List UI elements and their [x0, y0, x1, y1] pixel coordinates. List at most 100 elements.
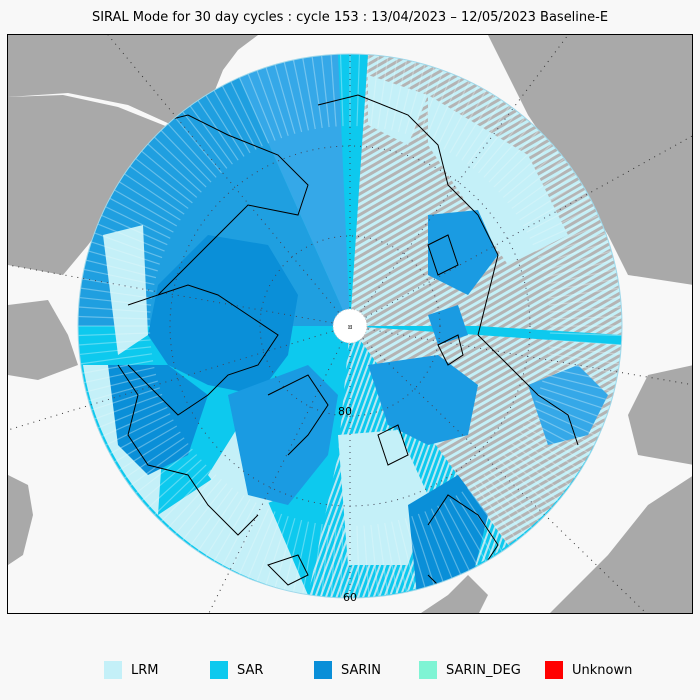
orbit-track: [82, 278, 154, 292]
coverage-boundary: [77, 53, 623, 599]
legend: LRM SAR SARIN SARIN_DEG Unknown: [0, 659, 700, 681]
orbit-track: [455, 495, 495, 557]
orbit-track: [543, 373, 615, 393]
orbit-track: [488, 129, 540, 183]
orbit-track: [540, 387, 609, 411]
orbit-track: [109, 197, 174, 233]
orbit-track: [167, 474, 217, 529]
orbit-track: [430, 508, 462, 575]
orbit-track: [390, 59, 408, 131]
orbit-track: [114, 189, 178, 227]
orbit-track: [330, 54, 337, 127]
orbit-track: [467, 487, 511, 547]
orbit-track: [114, 425, 178, 463]
legend-item-unknown: Unknown: [545, 659, 632, 681]
orbit-track: [97, 223, 165, 252]
orbit-track: [79, 346, 152, 356]
orbit-track: [101, 406, 168, 438]
orbit-track: [88, 250, 158, 272]
orbit-track: [547, 287, 620, 299]
orbit-track: [311, 56, 323, 129]
orbit-track: [109, 419, 174, 455]
orbit-track: [247, 511, 276, 579]
orbit-track: [135, 158, 193, 204]
legend-swatch-sarin: [314, 661, 332, 679]
orbit-track: [515, 173, 576, 215]
legend-label-sarin-deg: SARIN_DEG: [446, 662, 521, 678]
orbit-track: [526, 197, 591, 233]
orbit-track: [119, 431, 181, 471]
orbit-track: [78, 339, 151, 346]
orbit-track: [455, 95, 495, 157]
orbit-track: [483, 474, 533, 529]
orbit-track: [548, 346, 621, 356]
orbit-track: [390, 521, 408, 593]
orbit-track: [384, 522, 398, 594]
orbit-track: [213, 90, 251, 154]
legend-item-lrm: LRM: [104, 659, 159, 681]
legend-swatch-lrm: [104, 661, 122, 679]
orbit-track: [311, 523, 323, 596]
orbit-track: [339, 54, 344, 127]
orbit-track: [91, 387, 160, 411]
orbit-track: [174, 478, 222, 535]
orbit-track: [502, 150, 559, 198]
orbit-track: [283, 61, 303, 133]
orbit-track: [80, 287, 153, 299]
orbit-track: [230, 81, 263, 147]
orbit-track: [78, 315, 151, 320]
orbit-track: [437, 505, 470, 571]
orbit-track: [153, 136, 207, 188]
orbit-track: [542, 250, 612, 272]
orbit-tracks: [78, 54, 622, 598]
orbit-track: [545, 366, 617, 384]
orbit-track: [502, 454, 559, 502]
orbit-track: [320, 55, 330, 128]
orbit-track: [519, 431, 581, 471]
orbit-track: [404, 518, 426, 588]
legend-item-sarin: SARIN: [314, 659, 381, 681]
lat-label-60: 60: [343, 591, 357, 604]
orbit-track: [511, 165, 571, 209]
orbit-track: [82, 360, 154, 374]
orbit-track: [197, 491, 239, 552]
orbit-track: [83, 366, 155, 384]
orbit-track: [526, 419, 591, 455]
orbit-track: [221, 85, 257, 150]
orbit-track: [205, 495, 245, 557]
orbit-track: [292, 521, 310, 593]
orbit-track: [488, 469, 540, 523]
orbit-track: [238, 508, 270, 575]
orbit-track: [265, 67, 289, 136]
pole-marker: ¤: [347, 323, 352, 333]
orbit-track: [493, 136, 547, 188]
legend-item-sarin-deg: SARIN_DEG: [419, 659, 521, 681]
orbit-track: [437, 81, 470, 147]
legend-swatch-sar: [210, 661, 228, 679]
orbit-track: [330, 525, 337, 598]
orbit-track: [101, 214, 168, 246]
orbit-track: [397, 61, 417, 133]
orbit-track: [205, 95, 245, 157]
orbit-track: [511, 443, 571, 487]
orbit-track: [498, 459, 553, 509]
orbit-track: [537, 393, 606, 420]
orbit-track: [507, 158, 565, 204]
orbit-track: [302, 58, 316, 130]
orbit-track: [213, 498, 251, 562]
orbit-track: [182, 111, 228, 169]
orbit-track: [547, 353, 620, 365]
orbit-track: [537, 232, 606, 259]
orbit-track: [167, 123, 217, 178]
orbit-track: [535, 223, 603, 252]
orbit-track: [377, 523, 389, 596]
legend-label-sar: SAR: [237, 662, 264, 678]
orbit-track: [80, 353, 153, 365]
orbit-track: [411, 516, 435, 585]
orbit-track: [370, 524, 380, 597]
legend-swatch-sarin-deg: [419, 661, 437, 679]
lat-label-80: 80: [338, 405, 352, 418]
legend-label-lrm: LRM: [131, 662, 159, 678]
orbit-track: [320, 524, 330, 597]
orbit-track: [174, 117, 222, 174]
